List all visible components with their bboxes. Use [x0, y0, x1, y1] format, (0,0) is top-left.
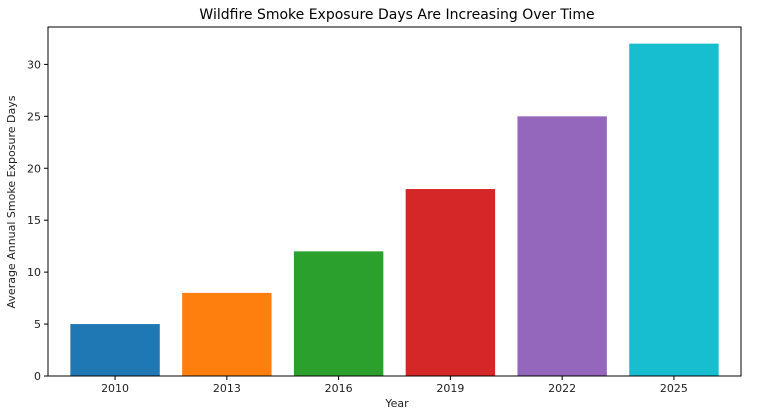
- bar-2022: [517, 116, 607, 376]
- y-axis-ticks: 0 5 10 15 20 25 30: [27, 58, 48, 383]
- x-axis-ticks: 2010 2013 2016 2019 2022 2025: [101, 376, 688, 395]
- bar-2025: [629, 43, 719, 376]
- y-tick-label: 25: [27, 110, 41, 123]
- y-axis-label: Average Annual Smoke Exposure Days: [5, 95, 18, 308]
- y-tick-label: 30: [27, 58, 41, 71]
- y-tick-label: 0: [34, 370, 41, 383]
- x-tick-label: 2022: [548, 382, 576, 395]
- y-tick-label: 20: [27, 162, 41, 175]
- x-axis-label: Year: [384, 397, 409, 410]
- bars-group: [70, 43, 719, 376]
- x-tick-label: 2016: [325, 382, 353, 395]
- x-tick-label: 2025: [660, 382, 688, 395]
- x-tick-label: 2013: [213, 382, 241, 395]
- x-tick-label: 2019: [436, 382, 464, 395]
- y-tick-label: 15: [27, 214, 41, 227]
- bar-2019: [405, 189, 496, 376]
- x-tick-label: 2010: [101, 382, 129, 395]
- bar-2013: [182, 292, 272, 376]
- plot-frame: [47, 26, 742, 377]
- y-tick-label: 10: [27, 266, 41, 279]
- bar-2010: [70, 324, 160, 376]
- bar-2016: [293, 251, 384, 376]
- y-tick-label: 5: [34, 318, 41, 331]
- chart-title: Wildfire Smoke Exposure Days Are Increas…: [199, 7, 594, 23]
